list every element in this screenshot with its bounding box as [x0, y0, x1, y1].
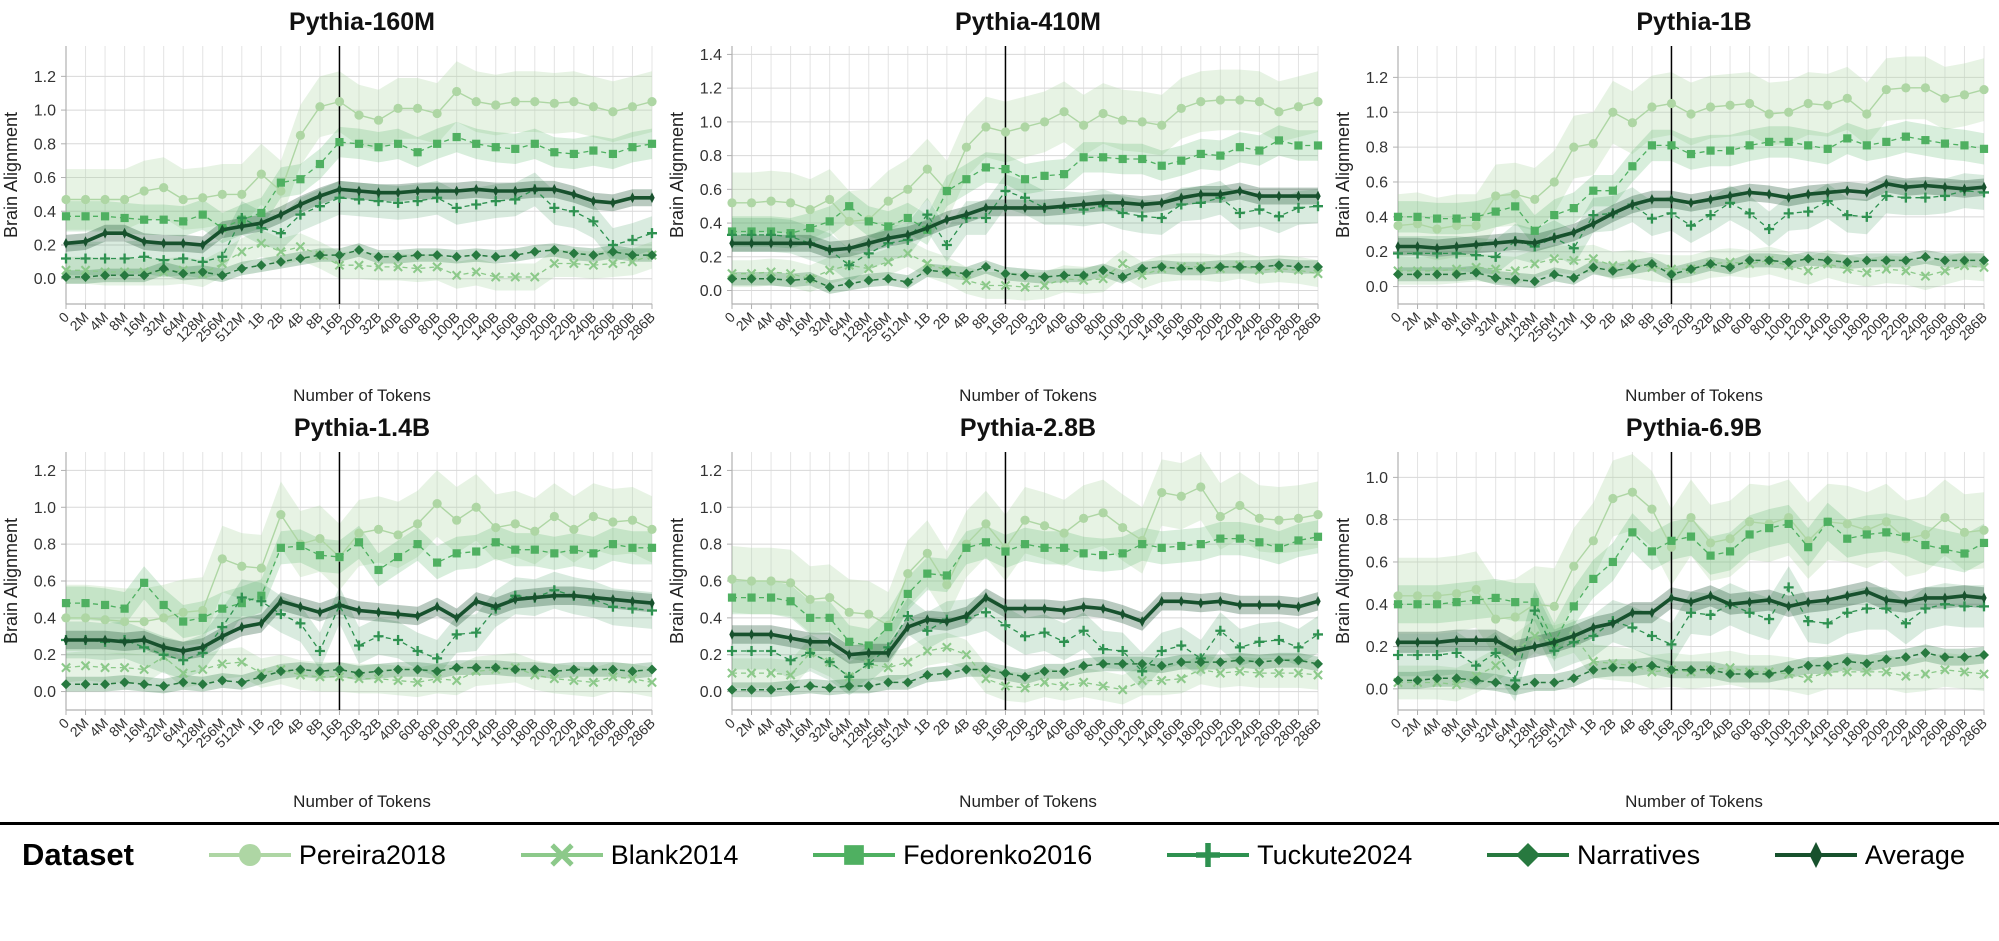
chart-pythia-160m: Pythia-160M 0.0 0.2 0.4 0.6 0.8 1.0 1.2 0 2M 4M 8M… — [0, 6, 666, 412]
svg-text:1.0: 1.0 — [34, 103, 56, 120]
svg-text:0.8: 0.8 — [1366, 140, 1388, 157]
chart-title: Pythia-6.9B — [1625, 414, 1763, 442]
svg-text:0.4: 0.4 — [34, 204, 56, 221]
legend-item-blank2014: Blank2014 — [519, 837, 739, 873]
chart-title: Pythia-1.4B — [293, 414, 431, 442]
svg-text:0.0: 0.0 — [700, 283, 722, 300]
svg-text:0.6: 0.6 — [1366, 554, 1388, 571]
svg-text:1.2: 1.2 — [34, 69, 56, 86]
svg-text:0.8: 0.8 — [34, 537, 56, 554]
chart-pythia-1-4b: Pythia-1.4B 0.0 0.2 0.4 0.6 0.8 1.0 1.2 0 2M 4M 8M… — [0, 412, 666, 818]
svg-text:1.4: 1.4 — [700, 47, 722, 64]
x-axis-label: Number of Tokens — [959, 386, 1097, 405]
legend-label: Fedorenko2016 — [903, 839, 1093, 870]
svg-text:0.4: 0.4 — [34, 610, 56, 627]
svg-text:0.2: 0.2 — [34, 237, 56, 254]
plot-area: 0.00.20.40.60.81.01.21.402M4M8M16M32M64M… — [667, 46, 1324, 345]
dataset-legend: Dataset Pereira2018 Blank2014 Fedorenko2… — [0, 822, 1999, 879]
fedorenko-square-marker-icon — [813, 845, 896, 865]
x-axis-label: Number of Tokens — [293, 792, 431, 811]
x-axis-label: Number of Tokens — [1625, 792, 1763, 811]
legend-item-pereira2018: Pereira2018 — [207, 837, 446, 873]
narratives-diamond-marker-icon — [1487, 843, 1570, 867]
legend-item-average: Average — [1773, 837, 1965, 873]
svg-text:1.2: 1.2 — [34, 463, 56, 480]
svg-text:0.8: 0.8 — [700, 148, 722, 165]
svg-text:Brain Alignment: Brain Alignment — [1333, 112, 1353, 238]
plot-area: 0.00.20.40.60.81.01.202M4M8M16M32M64M128… — [1, 452, 658, 751]
svg-text:0.8: 0.8 — [700, 537, 722, 554]
x-axis-label: Number of Tokens — [293, 386, 431, 405]
svg-text:0.4: 0.4 — [700, 610, 722, 627]
svg-text:0.4: 0.4 — [1366, 209, 1388, 226]
legend-label: Pereira2018 — [298, 839, 446, 870]
tuckute-plus-marker-icon — [1167, 843, 1250, 867]
chart-pythia-2-8b: Pythia-2.8B 0.0 0.2 0.4 0.6 0.8 1.0 1.2 0 2M 4M 8M… — [666, 412, 1332, 818]
svg-text:0.2: 0.2 — [1366, 244, 1388, 261]
legend-item-narratives: Narratives — [1485, 837, 1700, 873]
svg-text:0.8: 0.8 — [34, 136, 56, 153]
svg-text:1.0: 1.0 — [1366, 105, 1388, 122]
svg-text:0.2: 0.2 — [34, 647, 56, 664]
svg-text:0.0: 0.0 — [1366, 681, 1388, 698]
pereira-circle-marker-icon — [208, 843, 291, 867]
svg-text:0.6: 0.6 — [1366, 174, 1388, 191]
chart-title: Pythia-410M — [955, 8, 1101, 36]
svg-text:0.0: 0.0 — [700, 684, 722, 701]
svg-text:1.2: 1.2 — [700, 81, 722, 98]
chart-pythia-410m: Pythia-410M 0.0 0.2 0.4 0.6 0.8 1.0 1.2 1.4 0 2M 4… — [666, 6, 1332, 412]
chart-pythia-6-9b: Pythia-6.9B 0.0 0.2 0.4 0.6 0.8 1.0 0 2M 4M 8M 16M… — [1332, 412, 1998, 818]
legend-label: Blank2014 — [610, 839, 739, 870]
svg-text:0.6: 0.6 — [34, 170, 56, 187]
chart-grid: Pythia-160M 0.0 0.2 0.4 0.6 0.8 1.0 1.2 0 2M 4M 8M… — [0, 6, 1998, 818]
svg-text:Brain Alignment: Brain Alignment — [1, 112, 21, 238]
legend-label: Average — [1864, 839, 1965, 870]
plot-area: 0.00.20.40.60.81.01.202M4M8M16M32M64M128… — [667, 452, 1324, 751]
svg-text:1.2: 1.2 — [1366, 70, 1388, 87]
svg-text:Brain Alignment: Brain Alignment — [667, 112, 687, 238]
svg-text:1.0: 1.0 — [1366, 470, 1388, 487]
x-axis-label: Number of Tokens — [959, 792, 1097, 811]
svg-text:1.0: 1.0 — [700, 500, 722, 517]
svg-text:0.0: 0.0 — [1366, 279, 1388, 296]
svg-text:0.2: 0.2 — [700, 647, 722, 664]
svg-text:1.0: 1.0 — [700, 114, 722, 131]
svg-text:0.2: 0.2 — [700, 249, 722, 266]
svg-text:0.2: 0.2 — [1366, 639, 1388, 656]
svg-text:Brain Alignment: Brain Alignment — [1333, 518, 1353, 644]
plot-area: 0.00.20.40.60.81.01.202M4M8M16M32M64M128… — [1333, 46, 1990, 345]
x-axis-label: Number of Tokens — [1625, 386, 1763, 405]
chart-title: Pythia-1B — [1636, 8, 1752, 36]
svg-text:1.0: 1.0 — [34, 500, 56, 517]
legend-title: Dataset — [22, 837, 134, 872]
legend-item-tuckute2024: Tuckute2024 — [1165, 837, 1412, 873]
svg-text:0.0: 0.0 — [34, 684, 56, 701]
svg-text:Brain Alignment: Brain Alignment — [667, 518, 687, 644]
plot-area: 0.00.20.40.60.81.002M4M8M16M32M64M128M25… — [1333, 452, 1990, 751]
chart-title: Pythia-160M — [289, 8, 435, 36]
plot-area: 0.00.20.40.60.81.01.202M4M8M16M32M64M128… — [1, 46, 658, 345]
svg-text:Brain Alignment: Brain Alignment — [1, 518, 21, 644]
svg-text:0.0: 0.0 — [34, 271, 56, 288]
svg-text:0.6: 0.6 — [700, 574, 722, 591]
svg-text:0.8: 0.8 — [1366, 512, 1388, 529]
chart-title: Pythia-2.8B — [959, 414, 1097, 442]
svg-text:0.6: 0.6 — [700, 182, 722, 199]
average-thin-diamond-marker-icon — [1774, 842, 1857, 868]
blank-x-marker-icon — [520, 843, 603, 867]
chart-pythia-1b: Pythia-1B 0.0 0.2 0.4 0.6 0.8 1.0 1.2 0 2M 4M 8M 16… — [1332, 6, 1998, 412]
svg-text:0.4: 0.4 — [1366, 597, 1388, 614]
svg-text:0.6: 0.6 — [34, 574, 56, 591]
legend-label: Tuckute2024 — [1257, 839, 1413, 870]
svg-text:0.4: 0.4 — [700, 216, 722, 233]
legend-label: Narratives — [1577, 839, 1701, 870]
svg-text:1.2: 1.2 — [700, 463, 722, 480]
legend-item-fedorenko2016: Fedorenko2016 — [811, 837, 1092, 873]
